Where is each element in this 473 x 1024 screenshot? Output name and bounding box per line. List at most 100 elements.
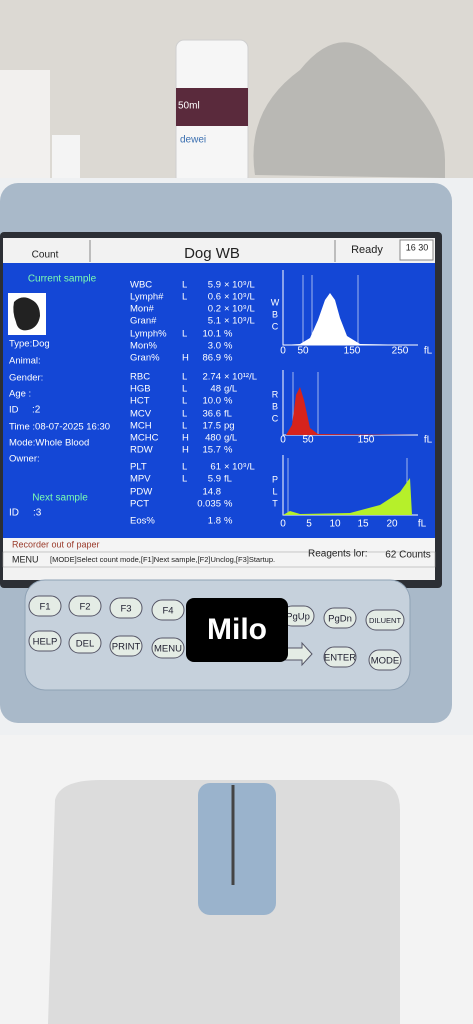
key[interactable] (109, 597, 143, 619)
next-sample-title: Next sample (32, 493, 88, 504)
param-unit: % (224, 341, 233, 352)
param-value: 14.8 (203, 487, 222, 498)
screen-title: Dog WB (184, 245, 240, 262)
key[interactable] (151, 637, 185, 659)
key[interactable] (68, 632, 102, 654)
status: Ready (351, 244, 383, 256)
menu-label: MENU (12, 554, 39, 564)
overlay-text: Milo (207, 613, 267, 646)
param-name: Gran% (130, 353, 160, 364)
diffuser (253, 42, 445, 178)
histogram-letter: B (272, 309, 278, 319)
param-unit: g/L (224, 384, 237, 395)
key-label[interactable]: HELP (33, 637, 58, 648)
param-flag: L (182, 372, 187, 383)
param-value: 5.1 (208, 316, 221, 327)
param-value: 48 (210, 384, 221, 395)
patient-field: Gender: (9, 373, 43, 384)
histogram-axis-label: 0 (280, 519, 286, 530)
patient-field: Time :08-07-2025 16:30 (9, 422, 110, 433)
key[interactable] (68, 595, 102, 617)
histogram-axis-label: 5 (306, 519, 312, 530)
param-value: 17.5 (203, 421, 222, 432)
patient-field: Type:Dog (9, 339, 50, 350)
key[interactable] (28, 595, 62, 617)
histogram-letter: T (272, 498, 278, 508)
param-flag: L (182, 421, 187, 432)
param-unit: % (224, 499, 233, 510)
param-unit: fL (224, 409, 232, 420)
time-box (399, 239, 434, 261)
param-name: RDW (130, 445, 153, 456)
menu-bar (2, 551, 436, 568)
key[interactable] (28, 630, 62, 652)
screen-blue (3, 263, 435, 538)
reagents-value: 62 Counts (385, 550, 431, 561)
param-flag: L (182, 280, 187, 291)
key-label[interactable]: F1 (39, 602, 50, 613)
param-value: 15.7 (203, 445, 222, 456)
key[interactable] (109, 635, 143, 657)
next-id-value: :3 (33, 508, 42, 519)
param-value: 61 (210, 462, 221, 473)
key-label[interactable]: DILUENT (369, 616, 402, 625)
param-flag: H (182, 353, 189, 364)
param-value: 3.0 (208, 341, 221, 352)
key[interactable] (151, 599, 185, 621)
probe-holder (198, 783, 276, 915)
key-label[interactable]: PgUp (286, 612, 310, 623)
patient-field: ID (9, 405, 19, 416)
key-label[interactable]: MODE (371, 656, 400, 667)
key[interactable] (368, 649, 402, 671)
param-name: PDW (130, 487, 152, 498)
histogram-axis-label: 0 (280, 346, 286, 357)
param-unit: % (224, 353, 233, 364)
menu-hint: [MODE]Select count mode,[F1]Next sample,… (50, 555, 275, 564)
param-name: MPV (130, 474, 151, 485)
param-name: Eos% (130, 516, 155, 527)
key-label[interactable]: PgDn (328, 614, 352, 625)
histogram-letter: R (272, 389, 279, 399)
param-name: Lymph% (130, 329, 167, 340)
param-value: 5.9 (208, 474, 221, 485)
param-unit: % (224, 516, 233, 527)
bottle-label (176, 88, 248, 126)
histogram-letter: W (271, 297, 280, 307)
param-flag: L (182, 462, 187, 473)
key-label[interactable]: ENTER (324, 653, 356, 664)
param-flag: L (182, 396, 187, 407)
param-name: MCV (130, 409, 152, 420)
histogram-axis-label: 50 (302, 435, 314, 446)
param-value: 480 (205, 433, 221, 444)
param-unit: × 10⁹/L (224, 280, 255, 291)
param-name: Mon% (130, 341, 157, 352)
key-label[interactable]: F2 (79, 602, 90, 613)
histogram-axis-label: 150 (344, 346, 361, 357)
key-label[interactable]: MENU (154, 644, 182, 655)
bottle-volume: 50ml (178, 101, 200, 112)
dog-icon-shape (13, 297, 41, 331)
histogram-letter: C (272, 413, 279, 423)
key-label[interactable]: F4 (162, 606, 173, 617)
histogram-axis-label: 0 (280, 435, 286, 446)
param-value: 1.8 (208, 516, 221, 527)
key[interactable] (323, 607, 357, 629)
arrow-key[interactable] (282, 641, 313, 667)
param-flag: L (182, 292, 187, 303)
param-unit: × 10¹²/L (224, 372, 257, 383)
param-name: HCT (130, 396, 150, 407)
histogram-axis-label: 50 (297, 346, 309, 357)
key-label[interactable]: PRINT (112, 642, 141, 653)
param-value: 2.74 (203, 372, 222, 383)
param-flag: H (182, 445, 189, 456)
key[interactable] (365, 609, 405, 631)
key-label[interactable]: F3 (120, 604, 131, 615)
param-unit: % (224, 396, 233, 407)
wbc-curve (283, 293, 418, 345)
key-label[interactable]: DEL (76, 639, 94, 650)
param-value: 0.6 (208, 292, 221, 303)
param-unit: g/L (224, 433, 237, 444)
key[interactable] (323, 646, 357, 668)
histogram-letter: L (272, 486, 277, 496)
